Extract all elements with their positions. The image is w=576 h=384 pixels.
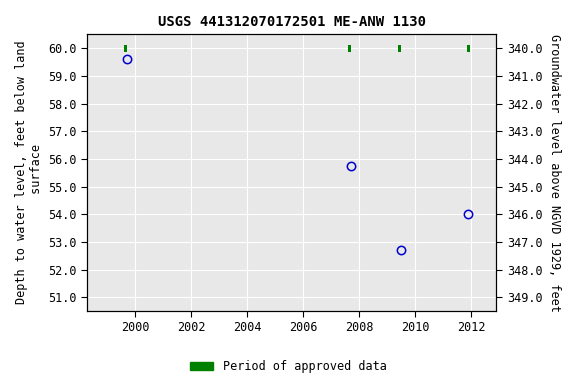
Y-axis label: Depth to water level, feet below land
 surface: Depth to water level, feet below land su…: [15, 41, 43, 305]
Bar: [124, 45, 127, 52]
Legend: Period of approved data: Period of approved data: [185, 356, 391, 378]
Title: USGS 441312070172501 ME-ANW 1130: USGS 441312070172501 ME-ANW 1130: [158, 15, 426, 29]
Bar: [467, 45, 470, 52]
Bar: [398, 45, 401, 52]
Y-axis label: Groundwater level above NGVD 1929, feet: Groundwater level above NGVD 1929, feet: [548, 34, 561, 311]
Bar: [348, 45, 351, 52]
